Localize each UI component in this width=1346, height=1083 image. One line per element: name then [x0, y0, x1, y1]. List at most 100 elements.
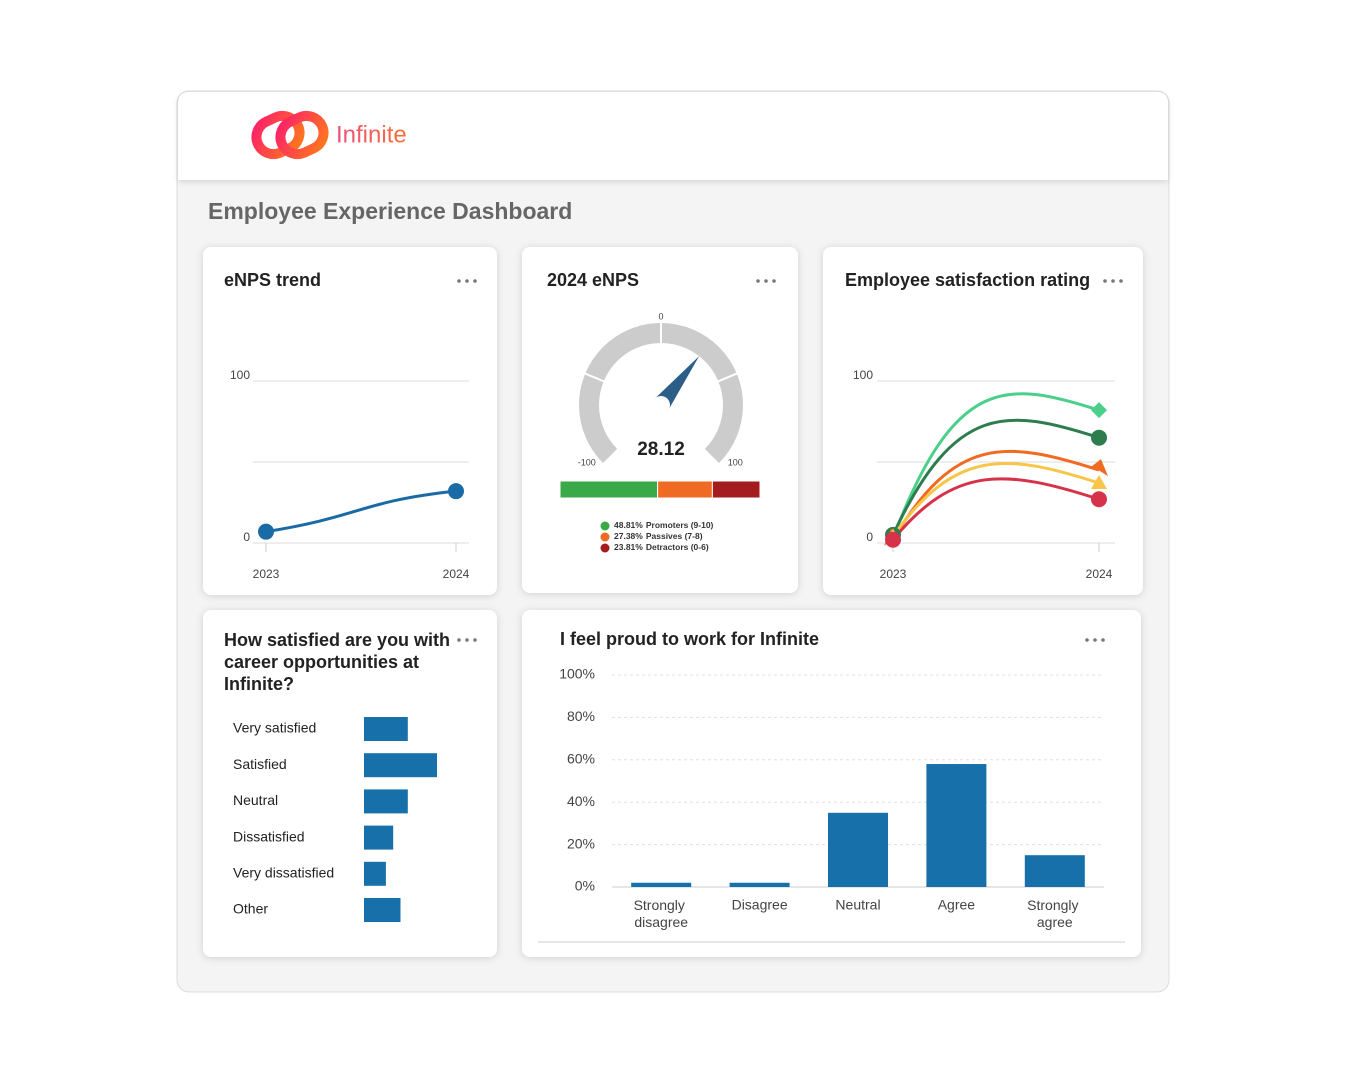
category-label: Neutral [233, 792, 278, 808]
legend-swatch [600, 521, 610, 531]
card-title: How satisfied are you with career opport… [224, 630, 455, 694]
marker [1091, 491, 1107, 508]
stacked-segment [711, 480, 761, 499]
legend-entry: 27.38% Passives (7-8) [614, 531, 703, 541]
line [891, 477, 1100, 541]
y-tick-label: 100 [853, 368, 873, 382]
menu-dot[interactable] [465, 279, 469, 283]
legend-entry: 48.81% Promoters (9-10) [614, 520, 714, 530]
header-bar [178, 92, 1168, 180]
legend-value: 27.38% [614, 531, 643, 541]
menu-dot[interactable] [465, 638, 469, 642]
y-tick-label: 0% [575, 878, 595, 894]
bar [1024, 855, 1085, 887]
card-title: eNPS trend [224, 270, 321, 290]
marker [1091, 475, 1107, 490]
menu-dot[interactable] [1103, 279, 1107, 283]
menu-dot[interactable] [457, 279, 461, 283]
y-tick-label: 0 [243, 530, 250, 544]
menu-dot[interactable] [457, 638, 461, 642]
y-tick-label: 40% [567, 793, 595, 809]
bar [828, 812, 888, 887]
dashboard-title: Employee Experience Dashboard [208, 198, 572, 224]
menu-dot[interactable] [1085, 638, 1089, 642]
category-label: Other [233, 901, 268, 917]
bar [364, 753, 437, 778]
category-label: Satisfied [233, 756, 287, 772]
y-tick-label: 80% [567, 708, 595, 724]
x-tick-label: Disagree [732, 897, 788, 913]
y-tick-label: 60% [567, 751, 595, 767]
category-label: Very satisfied [233, 720, 316, 736]
brand-name: Infinite [336, 121, 407, 148]
marker [1092, 459, 1108, 477]
x-tick-label: Neutral [835, 897, 880, 913]
menu-dot[interactable] [764, 279, 768, 283]
card-title: Employee satisfaction rating [845, 270, 1090, 290]
gauge-separator [583, 371, 606, 383]
legend-value: 48.81% [614, 520, 643, 530]
gauge-tick-label: 0 [658, 311, 663, 321]
marker [1091, 402, 1107, 419]
bar [631, 882, 692, 887]
y-tick-label: 0 [866, 530, 873, 544]
legend-entry: 23.81% Detractors (0-6) [614, 542, 709, 552]
bar [364, 861, 386, 886]
marker [448, 483, 464, 500]
card [203, 247, 497, 595]
card [823, 247, 1143, 595]
bar [364, 898, 401, 922]
bar [729, 882, 790, 887]
legend-name: Promoters (9-10) [646, 520, 714, 530]
gauge-tick-label: -100 [578, 458, 596, 468]
bar [364, 717, 408, 741]
marker [258, 523, 274, 540]
card-title: 2024 eNPS [547, 270, 639, 290]
line [265, 489, 457, 534]
y-tick-label: 20% [567, 835, 595, 851]
gauge-separator [716, 371, 739, 383]
logo [251, 110, 329, 160]
line [891, 461, 1100, 538]
marker [1091, 429, 1107, 446]
menu-dot[interactable] [772, 279, 776, 283]
x-tick-label: Strongly disagree [634, 897, 689, 930]
x-tick-label: Agree [938, 897, 976, 913]
bar [364, 789, 408, 814]
x-tick-label: Strongly agree [1027, 897, 1082, 930]
menu-dot[interactable] [473, 638, 477, 642]
y-tick-label: 100% [559, 666, 595, 682]
marker [885, 531, 901, 548]
menu-dot[interactable] [1101, 638, 1105, 642]
line [891, 392, 1100, 539]
x-tick-label: 2023 [880, 567, 907, 581]
legend-value: 23.81% [614, 542, 643, 552]
bar [364, 825, 394, 850]
line [891, 418, 1100, 536]
gauge-needle [653, 356, 700, 411]
card-title: I feel proud to work for Infinite [560, 629, 819, 649]
x-tick-label: 2024 [1086, 567, 1113, 581]
menu-dot[interactable] [1111, 279, 1115, 283]
menu-dot[interactable] [756, 279, 760, 283]
category-label: Very dissatisfied [233, 865, 334, 881]
menu-dot[interactable] [1119, 279, 1123, 283]
legend-name: Detractors (0-6) [646, 542, 709, 552]
bar [926, 764, 987, 887]
gauge-tick-label: 100 [728, 458, 743, 468]
menu-dot[interactable] [1093, 638, 1097, 642]
card [203, 610, 497, 957]
menu-dot[interactable] [473, 279, 477, 283]
gauge-value: 28.12 [637, 439, 685, 460]
legend-name: Passives (7-8) [646, 531, 703, 541]
card [522, 247, 798, 593]
x-tick-label: 2024 [443, 567, 470, 581]
x-tick-label: 2023 [253, 567, 280, 581]
y-tick-label: 100 [230, 368, 250, 382]
category-label: Dissatisfied [233, 828, 305, 844]
stacked-segment [657, 480, 713, 499]
stacked-segment [559, 480, 659, 499]
legend-swatch [600, 532, 610, 542]
